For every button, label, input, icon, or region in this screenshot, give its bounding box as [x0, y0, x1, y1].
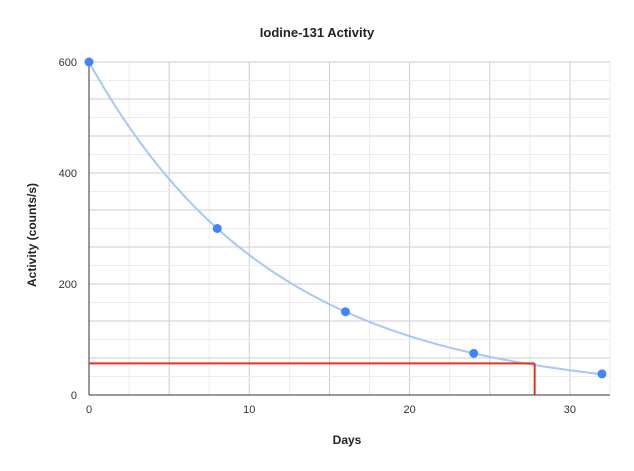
data-points — [84, 57, 607, 379]
data-point — [469, 348, 479, 358]
y-tick-label: 0 — [71, 390, 77, 402]
y-tick-label: 600 — [59, 57, 77, 69]
y-axis-title: Activity (counts/s) — [25, 183, 39, 287]
x-axis-title: Days — [333, 433, 362, 447]
y-tick-label: 200 — [59, 279, 77, 291]
x-tick-label: 30 — [564, 404, 576, 416]
x-tick-label: 0 — [86, 404, 92, 416]
data-point — [212, 224, 222, 233]
gridlines — [89, 61, 611, 395]
x-tick-label: 10 — [243, 404, 255, 416]
x-tick-label: 20 — [403, 404, 415, 416]
axes — [88, 62, 610, 396]
data-point — [84, 57, 94, 67]
data-point — [340, 307, 350, 317]
y-tick-label: 400 — [59, 168, 77, 180]
tick-labels: 0 10 20 30 0 200 400 600 — [59, 57, 576, 416]
data-point — [597, 369, 607, 379]
chart-title: Iodine-131 Activity — [260, 25, 375, 40]
reference-lines — [89, 362, 536, 395]
